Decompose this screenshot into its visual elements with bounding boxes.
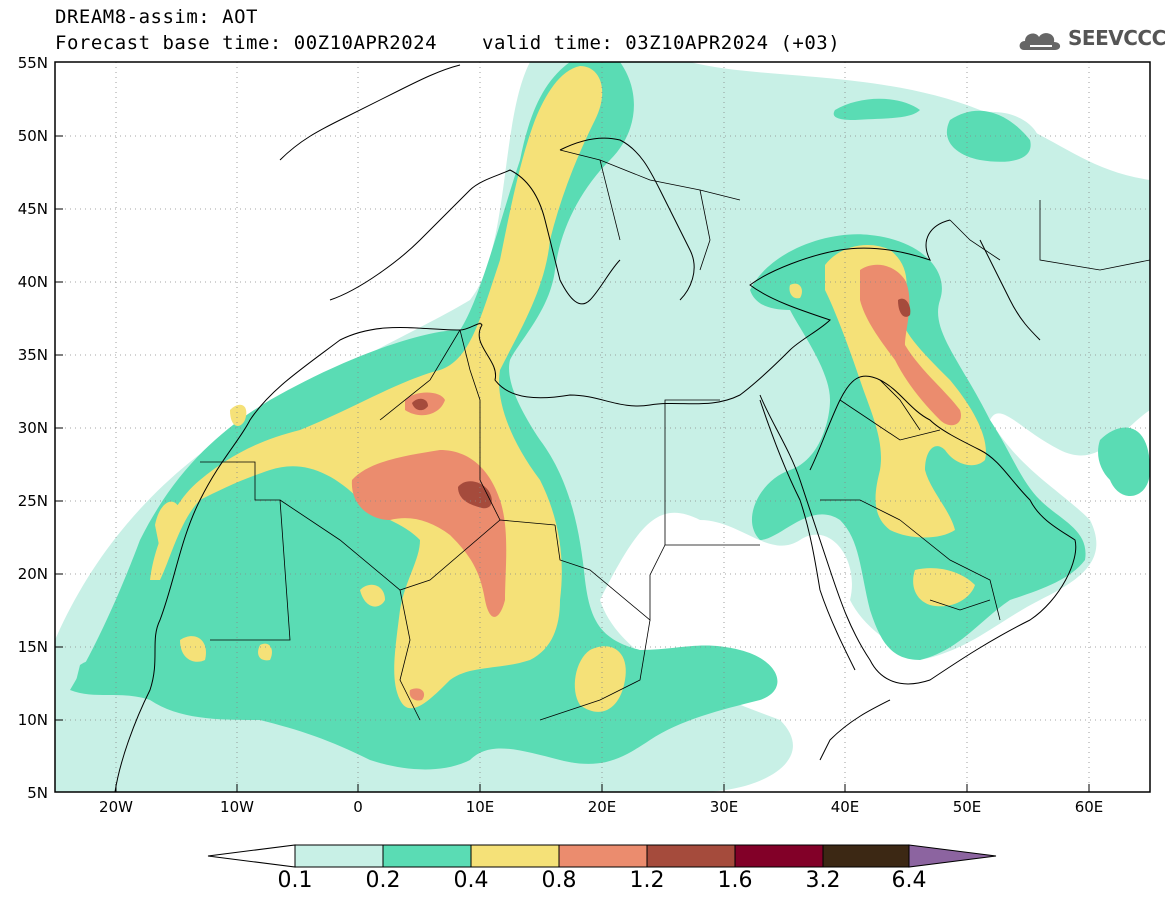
- colorbar-bin: [558, 844, 648, 868]
- tick-marks: [55, 135, 1090, 792]
- colorbar: [207, 844, 997, 868]
- lat-label: 15N: [17, 638, 48, 656]
- colorbar-label: 0.2: [365, 868, 401, 893]
- lon-label: 10W: [220, 798, 254, 816]
- lat-label: 40N: [17, 273, 48, 291]
- colorbar-label: 3.2: [805, 868, 841, 893]
- colorbar-label: 0.1: [277, 868, 313, 893]
- lon-label: 0: [353, 798, 363, 816]
- lon-label: 20E: [587, 798, 617, 816]
- lon-label: 30E: [709, 798, 739, 816]
- lat-label: 25N: [17, 492, 48, 510]
- lon-label: 20W: [99, 798, 133, 816]
- lon-label: 40E: [830, 798, 860, 816]
- cloud-icon: [1019, 33, 1061, 50]
- borders: [200, 149, 1150, 721]
- logo-text: SEEVCCC: [1068, 26, 1165, 50]
- valid-time: valid time: 03Z10APR2024 (+03): [482, 32, 841, 54]
- lon-label: 50E: [952, 798, 982, 816]
- map-title: DREAM8-assim: AOT: [55, 6, 258, 28]
- coastlines: [114, 64, 1077, 792]
- lat-label: 55N: [17, 54, 48, 72]
- colorbar-bin: [822, 844, 910, 868]
- colorbar-over: [908, 844, 997, 868]
- colorbar-bin: [734, 844, 824, 868]
- colorbar-label: 0.8: [541, 868, 577, 893]
- colorbar-label: 1.2: [629, 868, 665, 893]
- colorbar-label: 0.4: [453, 868, 489, 893]
- colorbar-bin: [294, 844, 384, 868]
- colorbar-bin: [646, 844, 736, 868]
- colorbar-label: 6.4: [891, 868, 927, 893]
- lon-label: 10E: [465, 798, 495, 816]
- lat-label: 30N: [17, 419, 48, 437]
- colorbar-bin: [470, 844, 560, 868]
- lat-label: 45N: [17, 200, 48, 218]
- lat-label: 5N: [27, 784, 48, 802]
- lat-label: 10N: [17, 711, 48, 729]
- lat-label: 35N: [17, 346, 48, 364]
- lon-label: 60E: [1074, 798, 1104, 816]
- colorbar-bin: [382, 844, 472, 868]
- lat-label: 20N: [17, 565, 48, 583]
- colorbar-under: [207, 844, 296, 868]
- lat-label: 50N: [17, 127, 48, 145]
- colorbar-label: 1.6: [717, 868, 753, 893]
- aot-level-1.2: [412, 298, 911, 509]
- forecast-base-time: Forecast base time: 00Z10APR2024: [55, 32, 438, 54]
